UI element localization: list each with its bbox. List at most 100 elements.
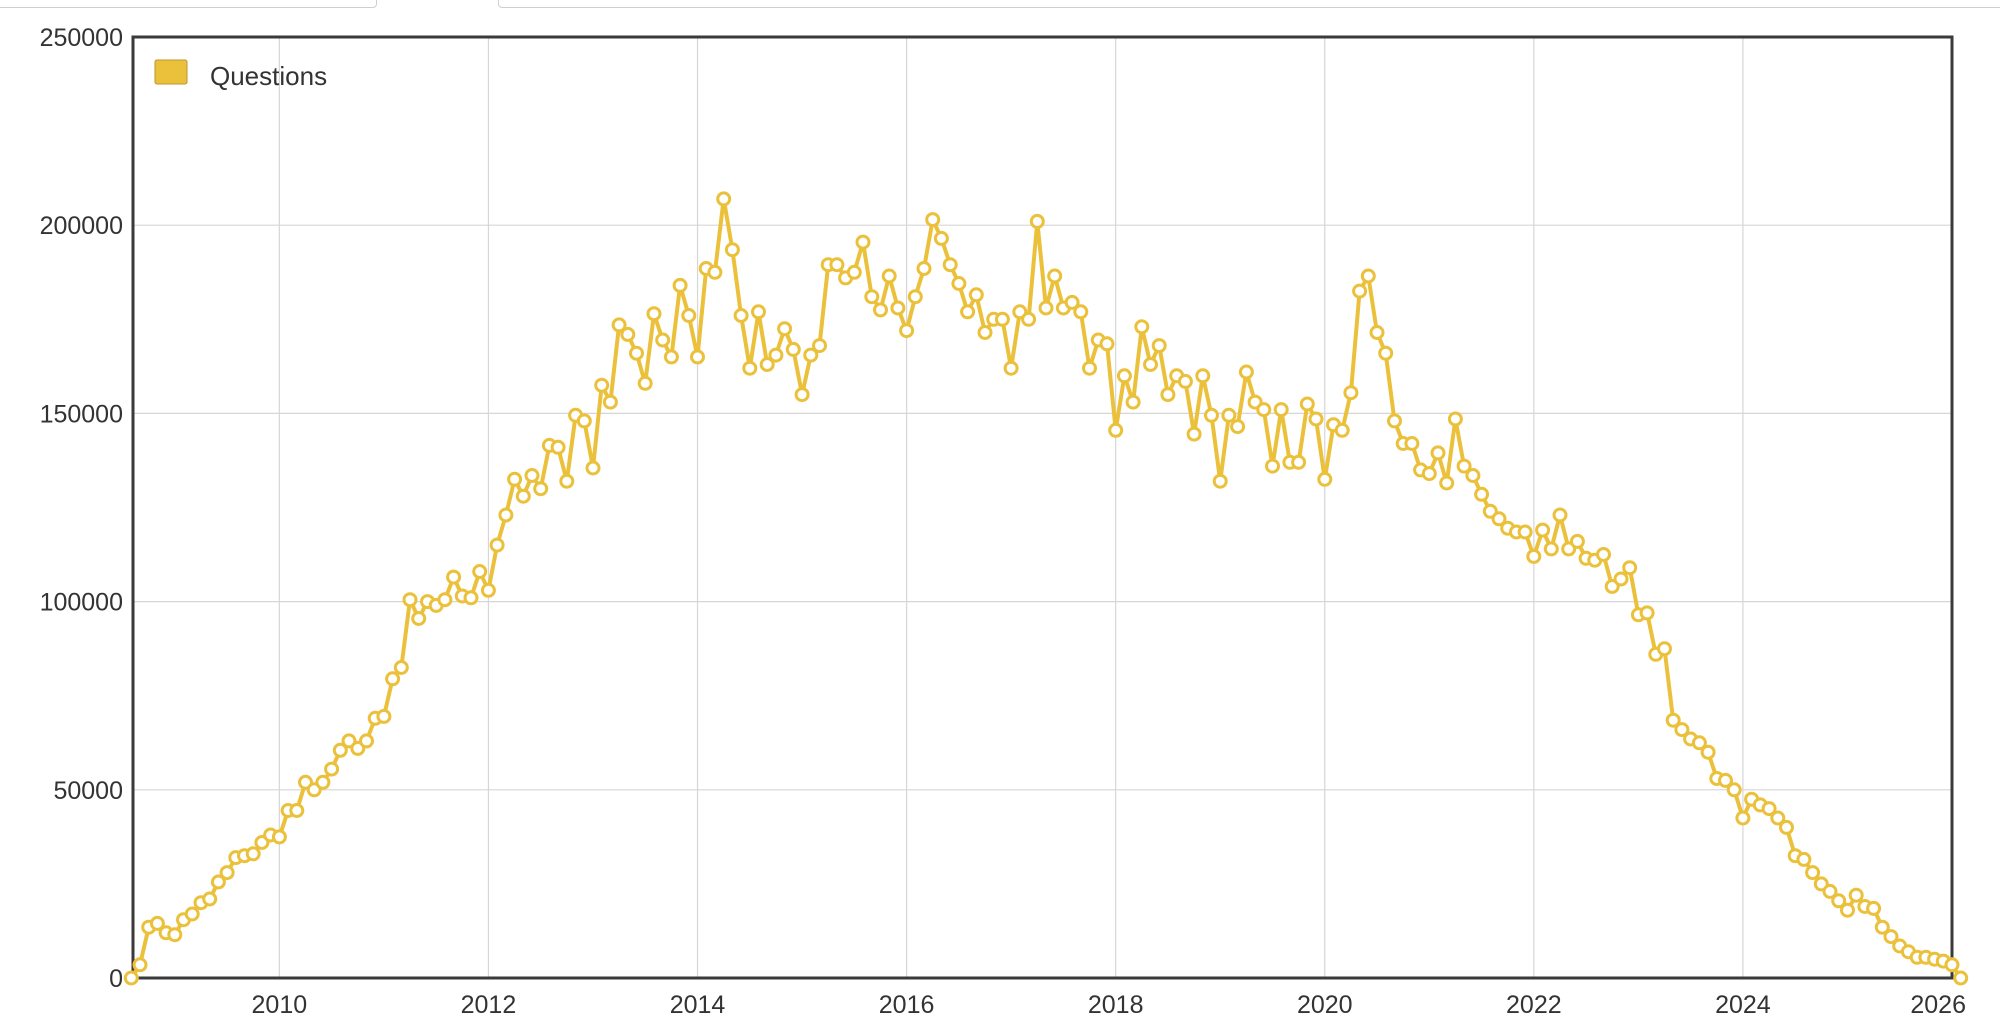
data-point[interactable] bbox=[716, 191, 732, 207]
data-point[interactable] bbox=[376, 708, 392, 724]
data-point[interactable] bbox=[1770, 810, 1786, 826]
data-point[interactable] bbox=[785, 341, 801, 357]
data-point[interactable] bbox=[315, 774, 331, 790]
data-point[interactable] bbox=[1099, 336, 1115, 352]
data-point[interactable] bbox=[803, 347, 819, 363]
data-point[interactable] bbox=[1029, 213, 1045, 229]
data-point[interactable] bbox=[1718, 772, 1733, 788]
data-point[interactable] bbox=[123, 970, 139, 986]
data-point[interactable] bbox=[1221, 407, 1237, 423]
data-point[interactable] bbox=[1674, 722, 1690, 738]
data-point[interactable] bbox=[707, 264, 723, 280]
data-point[interactable] bbox=[489, 537, 505, 553]
data-point[interactable] bbox=[1491, 511, 1507, 527]
data-point[interactable] bbox=[1456, 458, 1472, 474]
data-point[interactable] bbox=[646, 306, 662, 322]
data-point[interactable] bbox=[210, 874, 226, 890]
data-point[interactable] bbox=[1465, 468, 1481, 483]
data-point[interactable] bbox=[864, 289, 880, 305]
data-point[interactable] bbox=[1421, 466, 1437, 482]
data-point[interactable] bbox=[132, 957, 148, 973]
data-point[interactable] bbox=[1291, 454, 1307, 470]
data-point[interactable] bbox=[1622, 560, 1638, 576]
data-point[interactable] bbox=[1238, 364, 1254, 380]
top-input-field-right[interactable] bbox=[498, 0, 2000, 8]
data-point[interactable] bbox=[933, 230, 949, 246]
data-point[interactable] bbox=[1369, 325, 1385, 340]
data-point[interactable] bbox=[690, 349, 705, 365]
data-point[interactable] bbox=[446, 569, 462, 585]
data-point[interactable] bbox=[663, 349, 679, 365]
data-point[interactable] bbox=[524, 468, 540, 483]
data-point[interactable] bbox=[1866, 900, 1882, 916]
data-point[interactable] bbox=[1735, 810, 1751, 826]
data-point[interactable] bbox=[1265, 458, 1280, 474]
data-point[interactable] bbox=[559, 473, 575, 489]
data-point[interactable] bbox=[942, 257, 958, 273]
data-point[interactable] bbox=[515, 488, 531, 504]
data-point[interactable] bbox=[1569, 533, 1585, 549]
data-point[interactable] bbox=[1430, 445, 1446, 461]
data-point[interactable] bbox=[1064, 294, 1080, 310]
data-point[interactable] bbox=[594, 377, 610, 393]
data-point[interactable] bbox=[1073, 304, 1089, 320]
data-point[interactable] bbox=[359, 733, 374, 749]
data-point[interactable] bbox=[1195, 368, 1211, 384]
data-point[interactable] bbox=[411, 611, 427, 626]
data-point[interactable] bbox=[1404, 436, 1420, 451]
data-point[interactable] bbox=[1700, 744, 1716, 760]
data-point[interactable] bbox=[1552, 507, 1568, 523]
data-point[interactable] bbox=[1883, 929, 1899, 945]
data-point[interactable] bbox=[733, 308, 749, 323]
data-point[interactable] bbox=[1343, 385, 1359, 401]
data-point[interactable] bbox=[1779, 819, 1794, 835]
data-point[interactable] bbox=[1334, 422, 1350, 438]
data-point[interactable] bbox=[1953, 970, 1969, 986]
data-point[interactable] bbox=[1125, 394, 1141, 410]
data-point[interactable] bbox=[620, 326, 636, 342]
data-point[interactable] bbox=[1840, 902, 1855, 918]
data-point[interactable] bbox=[1186, 426, 1202, 442]
data-point[interactable] bbox=[881, 268, 897, 284]
data-point[interactable] bbox=[1256, 402, 1272, 418]
data-point[interactable] bbox=[977, 325, 993, 340]
data-point[interactable] bbox=[1831, 893, 1847, 909]
data-point[interactable] bbox=[1082, 360, 1097, 376]
data-point[interactable] bbox=[672, 277, 688, 293]
data-point[interactable] bbox=[289, 803, 305, 818]
data-point[interactable] bbox=[1848, 887, 1864, 903]
data-point[interactable] bbox=[742, 360, 758, 376]
data-point[interactable] bbox=[576, 413, 592, 429]
data-point[interactable] bbox=[1665, 712, 1681, 728]
data-point[interactable] bbox=[533, 481, 549, 497]
data-point[interactable] bbox=[1543, 541, 1559, 557]
data-point[interactable] bbox=[393, 660, 409, 675]
data-point[interactable] bbox=[768, 347, 784, 363]
data-point[interactable] bbox=[960, 304, 976, 320]
data-point[interactable] bbox=[1526, 548, 1542, 564]
data-point[interactable] bbox=[1474, 486, 1490, 502]
data-point[interactable] bbox=[925, 212, 941, 228]
data-point[interactable] bbox=[1299, 396, 1315, 412]
data-point[interactable] bbox=[219, 865, 235, 881]
data-point[interactable] bbox=[1447, 411, 1463, 427]
data-point[interactable] bbox=[1003, 360, 1019, 376]
data-point[interactable] bbox=[1317, 471, 1333, 487]
data-point[interactable] bbox=[1796, 851, 1812, 867]
data-point[interactable] bbox=[1535, 522, 1551, 538]
data-point[interactable] bbox=[994, 311, 1010, 327]
data-point[interactable] bbox=[890, 300, 906, 316]
data-point[interactable] bbox=[1596, 547, 1611, 562]
data-point[interactable] bbox=[873, 302, 888, 318]
data-point[interactable] bbox=[437, 592, 453, 608]
data-point[interactable] bbox=[602, 394, 618, 410]
data-point[interactable] bbox=[681, 308, 697, 323]
data-point[interactable] bbox=[1308, 411, 1324, 427]
data-point[interactable] bbox=[1657, 641, 1672, 657]
data-point[interactable] bbox=[1517, 524, 1533, 540]
data-point[interactable] bbox=[271, 829, 287, 845]
data-point[interactable] bbox=[184, 906, 200, 922]
data-point[interactable] bbox=[507, 471, 523, 487]
data-point[interactable] bbox=[1108, 422, 1124, 438]
data-point[interactable] bbox=[1726, 782, 1742, 798]
